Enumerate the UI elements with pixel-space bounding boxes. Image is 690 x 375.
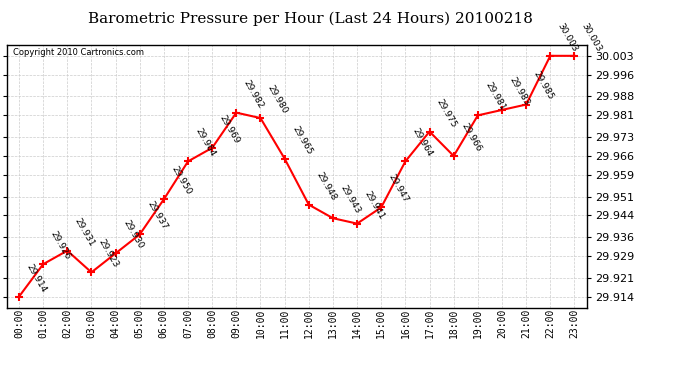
- Text: 29.923: 29.923: [97, 238, 121, 270]
- Text: 29.941: 29.941: [363, 189, 386, 221]
- Text: 29.966: 29.966: [460, 122, 483, 153]
- Text: 29.943: 29.943: [339, 184, 362, 215]
- Text: 30.003: 30.003: [556, 21, 580, 53]
- Text: 29.926: 29.926: [49, 230, 72, 261]
- Text: 29.982: 29.982: [242, 78, 266, 110]
- Text: 29.930: 29.930: [121, 219, 145, 251]
- Text: 30.003: 30.003: [580, 21, 604, 53]
- Text: 29.965: 29.965: [290, 124, 314, 156]
- Text: 29.964: 29.964: [411, 127, 435, 159]
- Text: 29.950: 29.950: [170, 165, 193, 196]
- Text: 29.931: 29.931: [73, 216, 97, 248]
- Text: 29.969: 29.969: [218, 113, 241, 145]
- Text: 29.980: 29.980: [266, 84, 290, 115]
- Text: 29.985: 29.985: [532, 70, 555, 102]
- Text: 29.937: 29.937: [146, 200, 169, 232]
- Text: 29.981: 29.981: [484, 81, 507, 112]
- Text: 29.983: 29.983: [508, 75, 531, 107]
- Text: 29.964: 29.964: [194, 127, 217, 159]
- Text: 29.947: 29.947: [387, 173, 411, 205]
- Text: Barometric Pressure per Hour (Last 24 Hours) 20100218: Barometric Pressure per Hour (Last 24 Ho…: [88, 11, 533, 26]
- Text: 29.948: 29.948: [315, 170, 338, 202]
- Text: Copyright 2010 Cartronics.com: Copyright 2010 Cartronics.com: [12, 48, 144, 57]
- Text: 29.975: 29.975: [435, 97, 459, 129]
- Text: 29.914: 29.914: [25, 262, 48, 294]
